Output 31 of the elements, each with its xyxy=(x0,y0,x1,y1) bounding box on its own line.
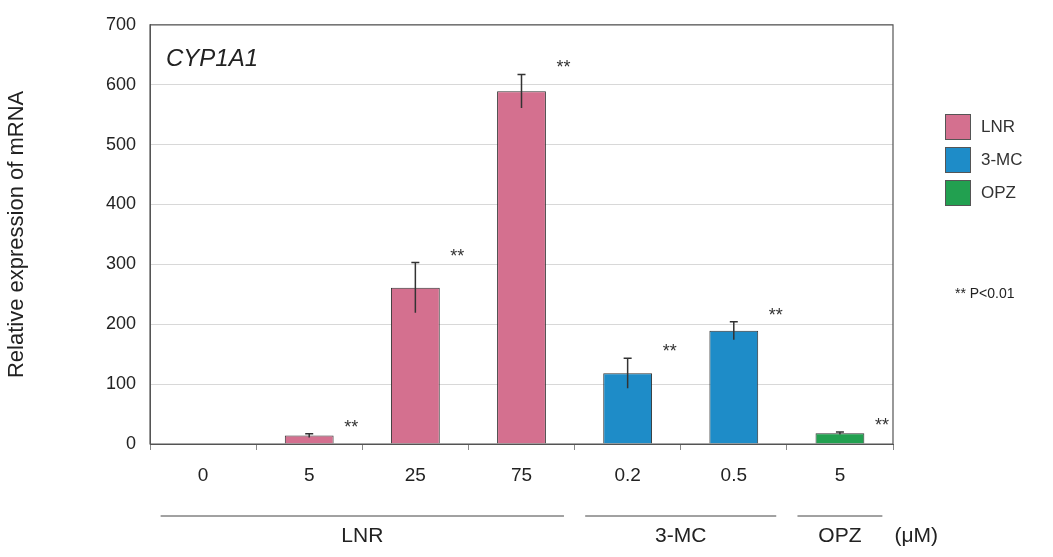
annotation: ** xyxy=(344,416,359,437)
y-axis-title: Relative expression of mRNA xyxy=(3,90,29,379)
y-tick-label: 300 xyxy=(105,253,136,274)
y-tick-label: 500 xyxy=(105,133,136,154)
x-tick-label: 0 xyxy=(197,463,209,485)
y-tick-label: 200 xyxy=(105,313,136,334)
y-tick-label: 100 xyxy=(105,373,136,394)
y-tick-label: 0 xyxy=(125,432,136,453)
x-tick-label: 5 xyxy=(303,463,315,485)
x-tick-label: 25 xyxy=(404,463,426,485)
y-tick-label: 600 xyxy=(105,73,136,94)
legend-label: LNR xyxy=(981,116,1016,137)
x-tick-label: 75 xyxy=(510,463,533,485)
text: CYP1A1 xyxy=(166,44,259,72)
annotation: ** xyxy=(450,245,465,266)
y-tick-label: 400 xyxy=(105,193,136,214)
text: (μM) xyxy=(894,522,938,546)
legend-label: OPZ xyxy=(981,182,1016,203)
annotation: ** xyxy=(768,304,783,325)
text: ** P<0.01 xyxy=(955,284,1015,301)
x-tick-label: 0.2 xyxy=(614,463,641,485)
x-tick-label: 5 xyxy=(834,463,846,485)
text: 3-MC xyxy=(655,522,707,546)
text: LNR xyxy=(341,522,384,546)
y-tick-label: 700 xyxy=(105,13,136,34)
annotation: ** xyxy=(662,341,677,362)
annotation: ** xyxy=(874,414,889,435)
text: OPZ xyxy=(818,522,862,546)
x-tick-label: 0.5 xyxy=(720,463,747,485)
legend-label: 3-MC xyxy=(981,149,1023,170)
annotation: ** xyxy=(556,57,571,78)
